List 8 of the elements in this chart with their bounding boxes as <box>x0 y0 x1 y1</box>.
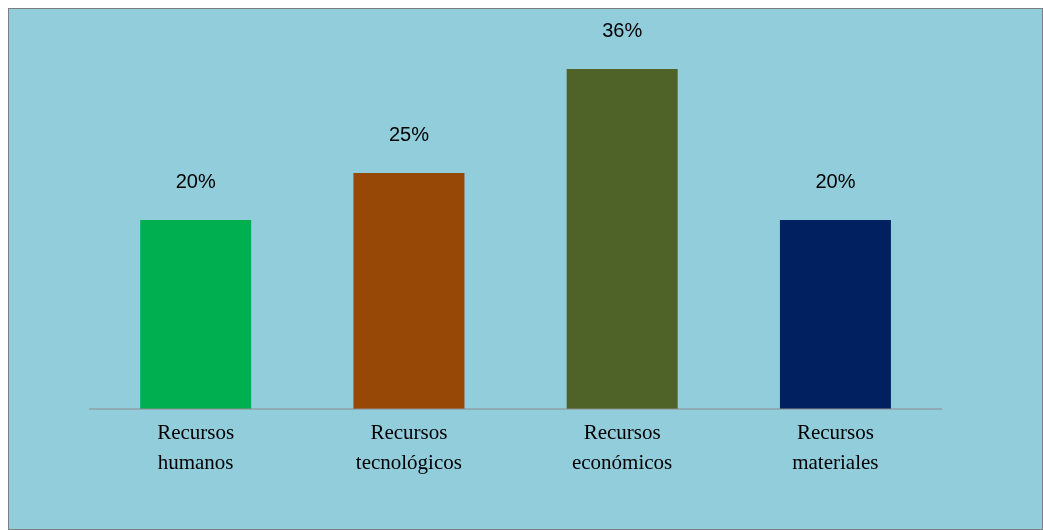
data-label: 36% <box>602 19 643 41</box>
data-label: 20% <box>815 170 856 193</box>
x-tick-label: Recursos tecnológicos <box>355 420 462 474</box>
x-tick-label: Recursos humanos <box>157 420 235 474</box>
data-label: 20% <box>175 170 216 193</box>
x-tick-label: Recursos económicos <box>571 420 673 474</box>
data-label: 25% <box>388 122 430 145</box>
x-tick-label: Recursos materiales <box>792 420 879 474</box>
